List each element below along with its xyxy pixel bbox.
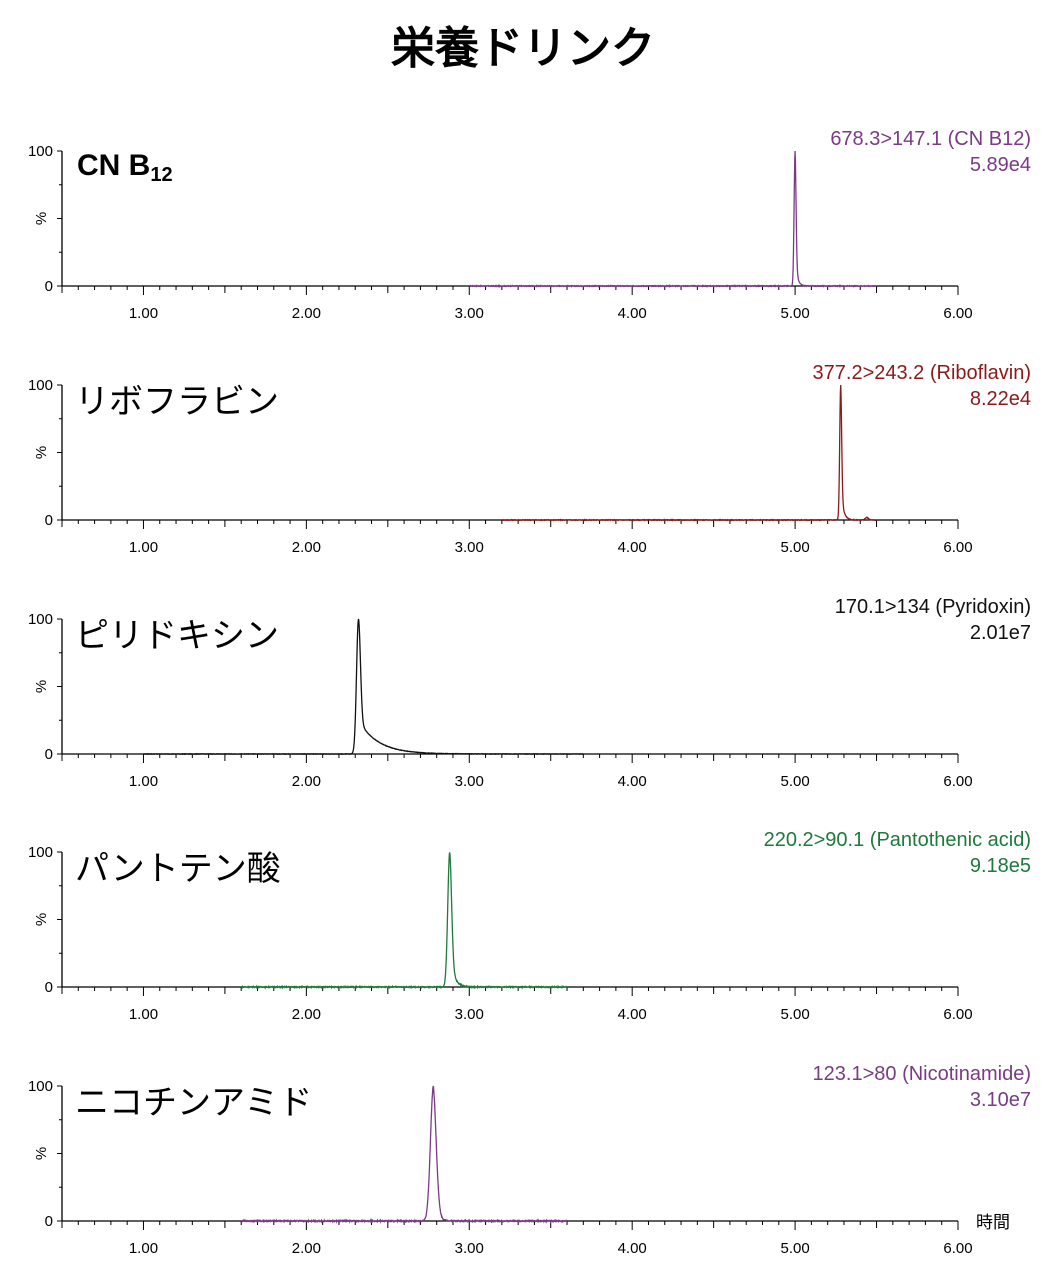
- x-tick-label: 5.00: [780, 1240, 809, 1257]
- chromatogram-panel: 100% 0 1.00 2.00 3.00 4.00 5.00 6.00 170.1>134 (…: [28, 596, 1031, 790]
- y-tick-label: %: [33, 212, 50, 225]
- x-tick-label: 5.00: [780, 773, 809, 790]
- x-tick-label: 4.00: [618, 773, 647, 790]
- y-tick-label: 100: [28, 611, 53, 628]
- y-tick-label: %: [33, 1147, 50, 1160]
- x-tick-label: 1.00: [129, 305, 158, 322]
- y-tick-label: %: [33, 680, 50, 693]
- channel-label: 170.1>134 (Pyridoxin): [835, 596, 1031, 618]
- y-tick-label: 100: [28, 844, 53, 861]
- compound-name: CN B12: [77, 149, 173, 186]
- chromatogram-trace: [143, 618, 584, 756]
- y-tick-label: 0: [45, 278, 53, 295]
- x-axis-unit-label: 時間: [976, 1213, 1010, 1233]
- intensity-label: 3.10e7: [970, 1089, 1031, 1111]
- compound-name: ピリドキシン: [75, 616, 279, 656]
- y-tick-label: 0: [45, 746, 53, 763]
- x-tick-label: 1.00: [129, 1240, 158, 1257]
- x-tick-label: 6.00: [943, 773, 972, 790]
- chromatogram-panel: 100% 0 1.00 2.00 3.00 4.00 5.00 6.00 377.2>243.2…: [28, 362, 1031, 556]
- x-tick-label: 5.00: [780, 1006, 809, 1023]
- x-tick-label: 2.00: [292, 1006, 321, 1023]
- y-tick-label: 100: [28, 143, 53, 160]
- y-tick-label: 100: [28, 1078, 53, 1095]
- intensity-label: 5.89e4: [970, 154, 1031, 176]
- x-tick-label: 5.00: [780, 305, 809, 322]
- compound-name: パントテン酸: [75, 849, 281, 889]
- intensity-label: 2.01e7: [970, 622, 1031, 644]
- chromatogram-trace: [240, 1085, 568, 1225]
- intensity-label: 9.18e5: [970, 855, 1031, 877]
- channel-label: 123.1>80 (Nicotinamide): [813, 1063, 1031, 1085]
- channel-label: 220.2>90.1 (Pantothenic acid): [764, 829, 1031, 851]
- x-tick-label: 1.00: [129, 1006, 158, 1023]
- chromatogram-trace: [469, 150, 877, 289]
- x-tick-label: 3.00: [455, 305, 484, 322]
- x-tick-label: 2.00: [292, 539, 321, 556]
- channel-label: 678.3>147.1 (CN B12): [830, 128, 1031, 150]
- y-tick-label: 0: [45, 1213, 53, 1230]
- y-tick-label: %: [33, 446, 50, 459]
- channel-label: 377.2>243.2 (Riboflavin): [813, 362, 1031, 384]
- x-tick-label: 1.00: [129, 539, 158, 556]
- x-tick-label: 2.00: [292, 305, 321, 322]
- x-tick-label: 3.00: [455, 539, 484, 556]
- x-tick-label: 3.00: [455, 1240, 484, 1257]
- x-tick-label: 2.00: [292, 773, 321, 790]
- x-tick-label: 6.00: [943, 539, 972, 556]
- x-tick-label: 6.00: [943, 1240, 972, 1257]
- x-tick-label: 3.00: [455, 773, 484, 790]
- x-tick-label: 6.00: [943, 305, 972, 322]
- x-tick-label: 4.00: [618, 1240, 647, 1257]
- chromatogram-panel: 100% 0 1.00 2.00 3.00 4.00 5.00 6.00 123.1>80 (N…: [28, 1063, 1031, 1257]
- chromatogram-panel: 100% 0 1.00 2.00 3.00 4.00 5.00 6.00 678.3>147.1…: [28, 128, 1031, 322]
- compound-name: ニコチンアミド: [75, 1083, 312, 1123]
- y-tick-label: %: [33, 913, 50, 926]
- chromatogram-trace: [501, 384, 877, 522]
- page-title: 栄養ドリンク: [391, 23, 655, 74]
- x-tick-label: 4.00: [618, 1006, 647, 1023]
- x-tick-label: 6.00: [943, 1006, 972, 1023]
- x-tick-label: 5.00: [780, 539, 809, 556]
- compound-name: リボフラビン: [75, 382, 279, 422]
- y-tick-label: 0: [45, 512, 53, 529]
- intensity-label: 8.22e4: [970, 388, 1031, 410]
- x-tick-label: 4.00: [618, 539, 647, 556]
- x-tick-label: 1.00: [129, 773, 158, 790]
- chromatogram-panel: 100% 0 1.00 2.00 3.00 4.00 5.00 6.00 220.2>90.1 …: [28, 829, 1031, 1023]
- y-tick-label: 100: [28, 377, 53, 394]
- y-tick-label: 0: [45, 979, 53, 996]
- x-tick-label: 4.00: [618, 305, 647, 322]
- x-tick-label: 2.00: [292, 1240, 321, 1257]
- chromatogram-trace: [240, 852, 568, 990]
- compound-subscript: 12: [150, 164, 172, 186]
- x-tick-label: 3.00: [455, 1006, 484, 1023]
